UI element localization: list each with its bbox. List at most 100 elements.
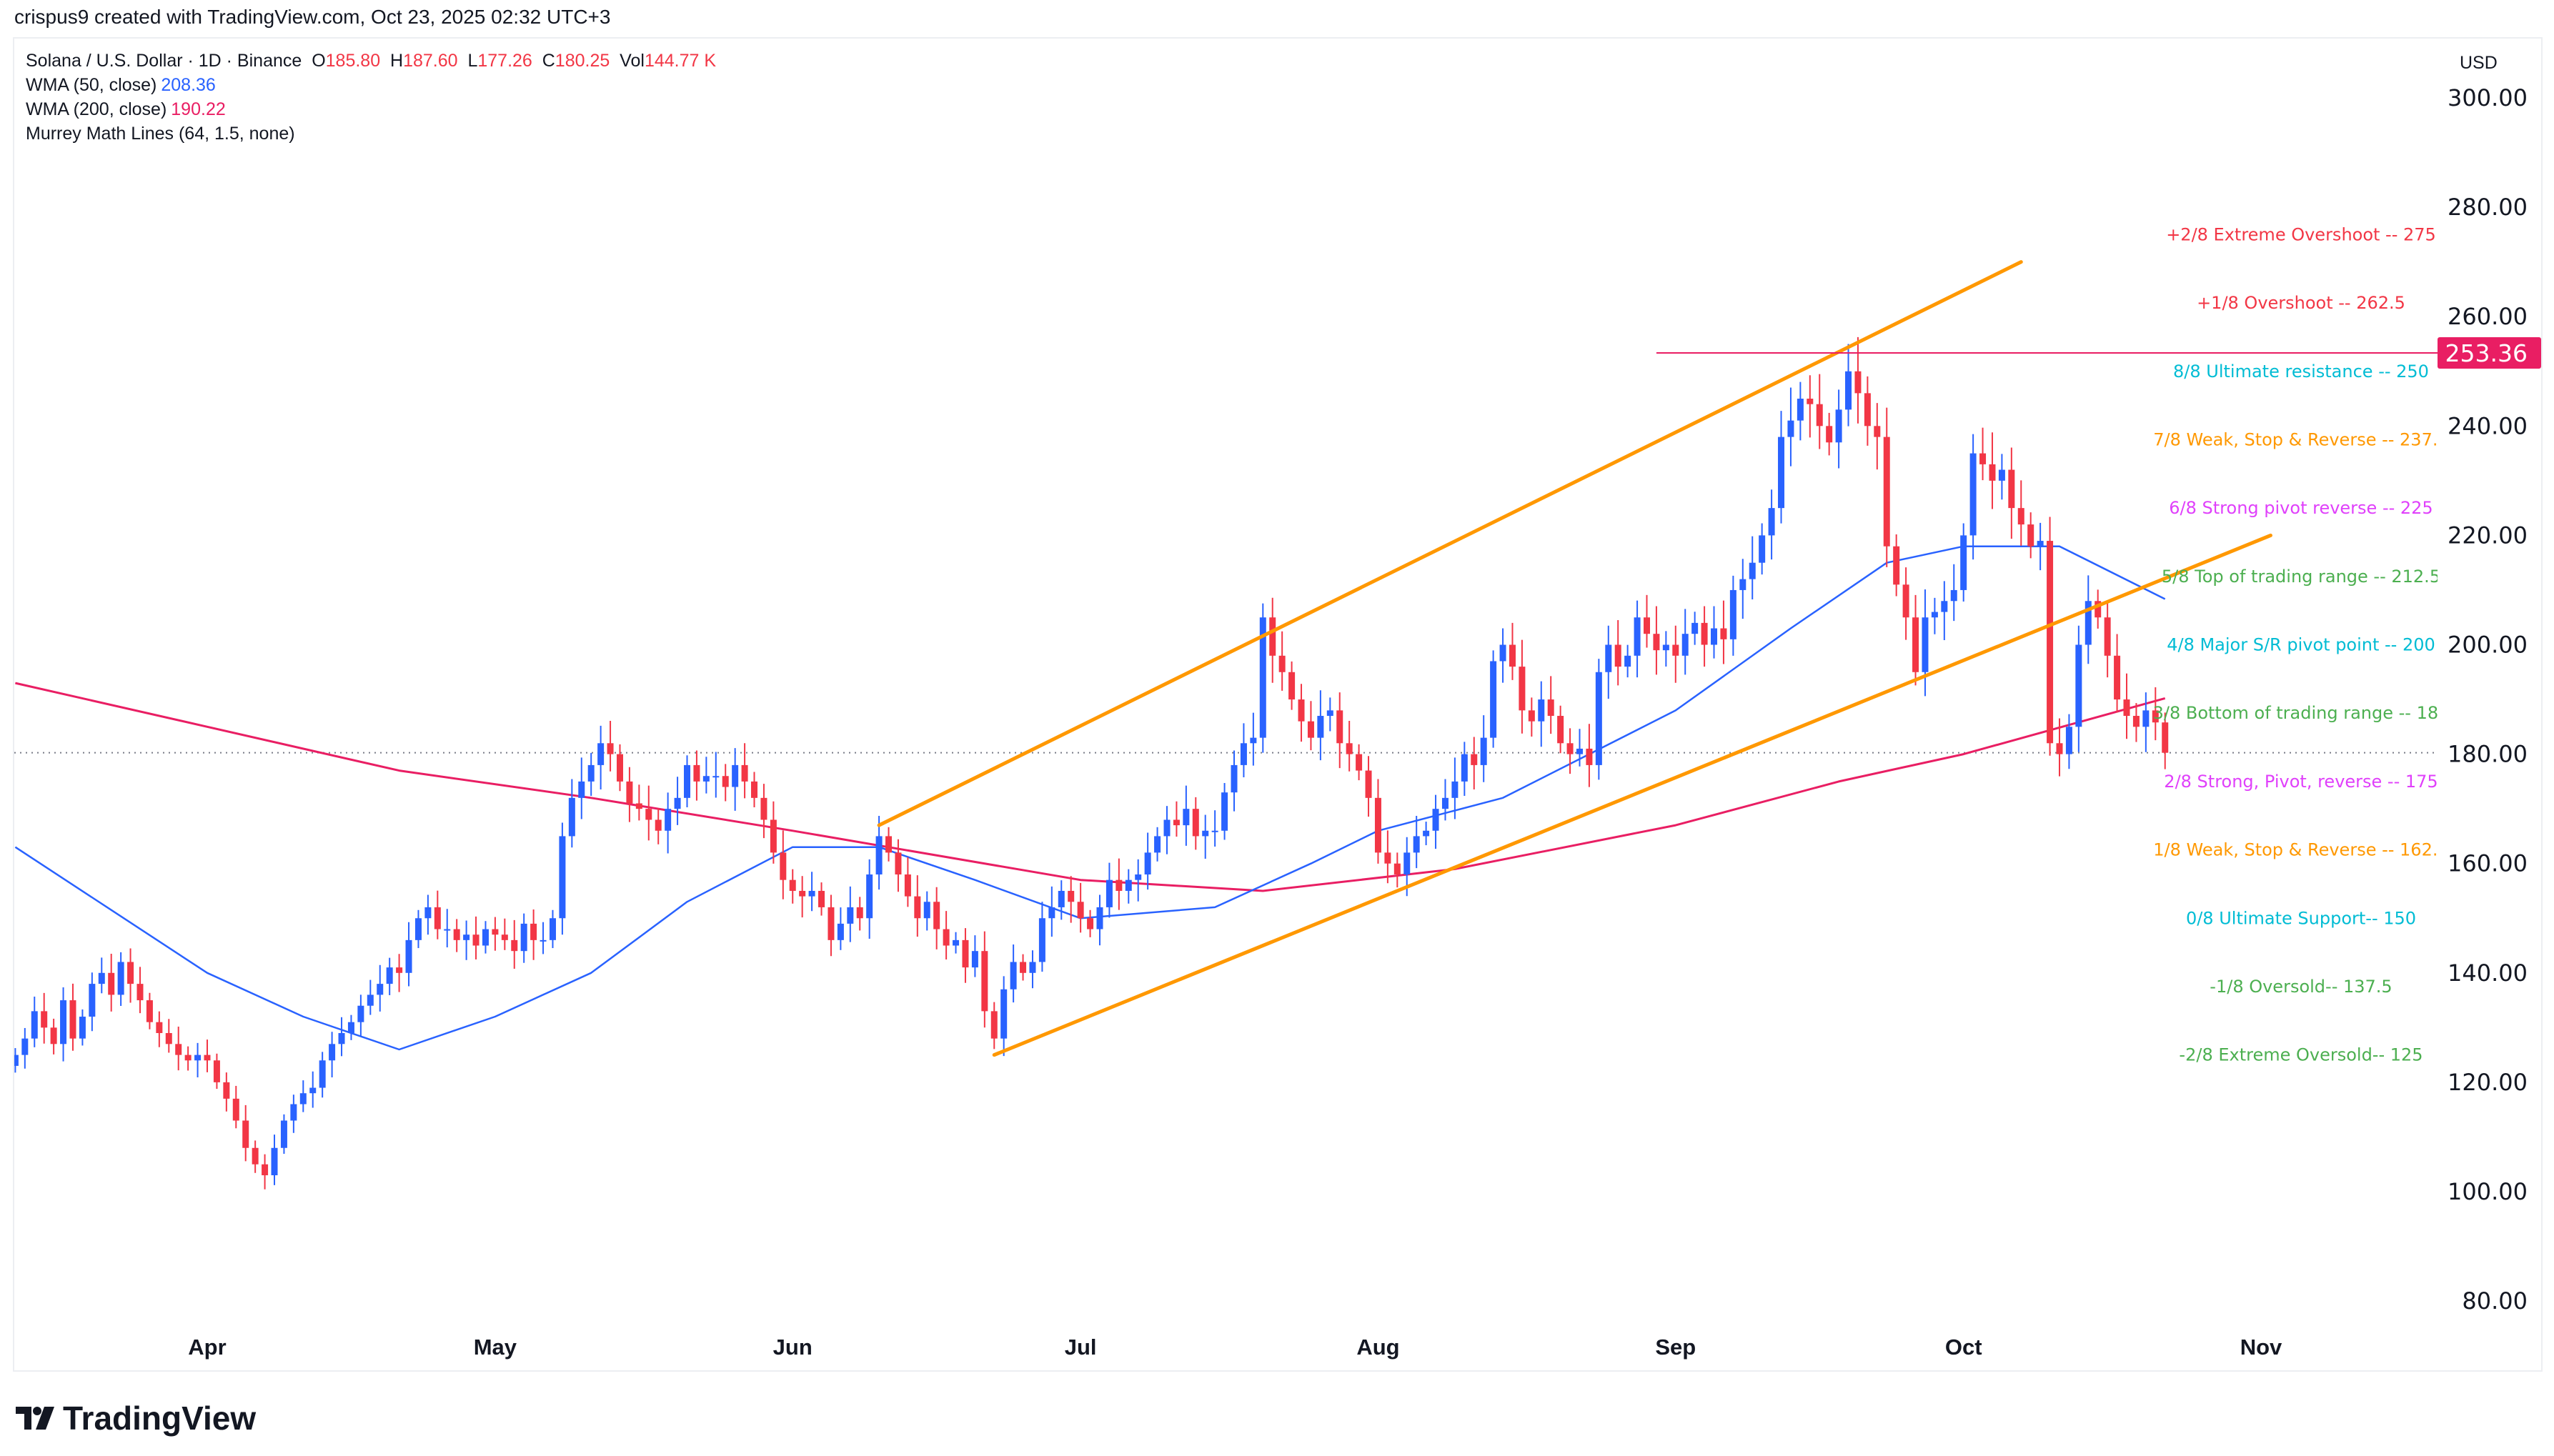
- candle: [1125, 869, 1132, 904]
- low-label: L: [467, 51, 478, 71]
- candle-body: [1038, 918, 1045, 962]
- candle-body: [213, 1060, 220, 1082]
- candle: [1038, 902, 1045, 972]
- candle-body: [1826, 426, 1833, 443]
- plot-area: +2/8 Extreme Overshoot -- 275 +1/8 Oversh…: [14, 224, 2449, 1190]
- candle: [568, 779, 575, 848]
- candle: [1586, 724, 1593, 787]
- candle-body: [2162, 722, 2169, 753]
- candle-body: [347, 1022, 354, 1034]
- candle-body: [943, 929, 950, 946]
- candle-body: [252, 1147, 259, 1165]
- candle-body: [1941, 601, 1948, 612]
- candle: [472, 916, 480, 959]
- candle: [1989, 432, 1996, 509]
- murrey-row[interactable]: Murrey Math Lines (64, 1.5, none): [26, 121, 716, 146]
- candle-body: [684, 764, 690, 798]
- candle-body: [1135, 874, 1142, 880]
- candle-body: [837, 923, 844, 940]
- candle-body: [1739, 579, 1746, 590]
- candle: [1480, 715, 1487, 782]
- brand-name: TradingView: [63, 1400, 257, 1437]
- candle: [1288, 661, 1296, 710]
- candle: [31, 997, 38, 1047]
- candle-body: [2047, 541, 2054, 744]
- candle-body: [1969, 453, 1977, 536]
- candle-body: [501, 934, 508, 940]
- candle: [1576, 729, 1583, 767]
- candle-body: [1461, 754, 1468, 782]
- candle: [69, 983, 76, 1051]
- candle: [885, 827, 893, 862]
- candle: [396, 954, 403, 992]
- candle-body: [2056, 743, 2063, 754]
- candle-body: [1893, 546, 1900, 585]
- candle-body: [1595, 672, 1602, 765]
- candle: [453, 919, 460, 952]
- currency-label[interactable]: USD: [2460, 53, 2498, 73]
- wma200-row[interactable]: WMA (200, close) 190.22: [26, 97, 716, 121]
- candle-body: [626, 781, 633, 804]
- candle: [2065, 714, 2072, 769]
- murrey-level-label: 7/8 Weak, Stop & Reverse -- 237.5: [2153, 429, 2449, 449]
- candle: [1490, 650, 1497, 748]
- candle-body: [875, 836, 883, 875]
- candle-body: [329, 1044, 336, 1061]
- tradingview-logo[interactable]: TradingView: [16, 1399, 256, 1437]
- time-tick-label: Aug: [1356, 1335, 1399, 1360]
- chart-attribution: crispus9 created with TradingView.com, O…: [14, 6, 611, 28]
- candle-body: [578, 781, 585, 798]
- candle: [1845, 344, 1852, 427]
- candle-body: [1202, 830, 1209, 837]
- candle: [89, 972, 96, 1032]
- candle-body: [31, 1011, 38, 1039]
- candle: [1326, 697, 1333, 732]
- candle: [1202, 814, 1209, 859]
- candle-body: [808, 890, 815, 897]
- candle-body: [549, 918, 556, 940]
- candle-body: [2132, 716, 2140, 727]
- candle: [712, 752, 720, 798]
- candle: [1509, 622, 1516, 680]
- candle: [732, 748, 739, 811]
- candle-body: [2037, 541, 2044, 547]
- candle: [2123, 673, 2130, 739]
- candle: [1173, 801, 1180, 837]
- candle: [914, 875, 921, 937]
- candle: [329, 1032, 336, 1078]
- candle-body: [89, 984, 96, 1017]
- candle-body: [1490, 661, 1497, 738]
- wma50-row[interactable]: WMA (50, close) 208.36: [26, 73, 716, 97]
- candle-body: [242, 1120, 249, 1148]
- candle-body: [1336, 710, 1343, 744]
- candle-body: [847, 907, 854, 924]
- candle: [1077, 882, 1084, 933]
- candle: [108, 954, 115, 1012]
- candle-body: [1662, 644, 1669, 651]
- candle: [1451, 757, 1459, 819]
- candle: [1058, 880, 1065, 920]
- candle: [981, 931, 988, 1028]
- candle: [789, 869, 796, 904]
- candle-body: [1902, 584, 1909, 618]
- candle: [511, 919, 518, 969]
- candle-body: [41, 1011, 48, 1028]
- candle: [1307, 701, 1314, 751]
- candle: [2037, 522, 2044, 571]
- murrey-label: Murrey Math Lines (64, 1.5, none): [26, 124, 295, 144]
- candle: [549, 909, 556, 949]
- wma50-line: [14, 545, 2166, 1051]
- candle: [1874, 403, 1881, 470]
- tradingview-logo-icon: [16, 1407, 54, 1430]
- candle: [1614, 620, 1621, 686]
- candle-body: [1441, 797, 1449, 809]
- candle: [347, 1014, 354, 1040]
- candle-body: [2104, 617, 2111, 656]
- candle-body: [1797, 399, 1804, 421]
- candle-body: [1029, 962, 1036, 973]
- candle: [1701, 606, 1708, 667]
- candle-body: [1259, 617, 1266, 738]
- candle: [1154, 827, 1161, 862]
- candle-body: [1854, 371, 1862, 394]
